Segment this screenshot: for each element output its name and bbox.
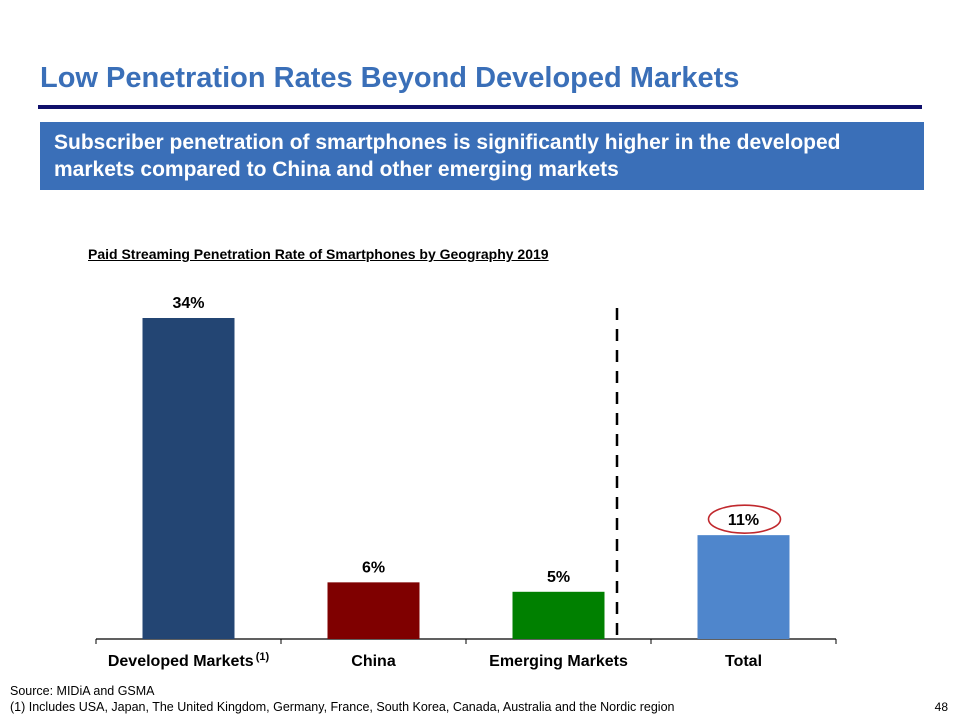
data-label-emerging-markets: 5% [547,569,570,586]
footnote-marker: (1) [256,651,270,663]
highlight-ellipse [707,504,782,534]
x-tick-label-total: Total [725,653,762,670]
x-tick-label-developed-markets: Developed Markets (1) [108,651,270,670]
bar-china [327,582,420,639]
data-label-china: 6% [362,559,385,576]
source-note: Source: MIDiA and GSMA [10,684,155,698]
x-tick-label-china: China [351,653,396,670]
bar-emerging-markets [512,591,605,639]
key-message-callout: Subscriber penetration of smartphones is… [40,122,924,190]
bar-total [697,535,790,639]
bar-developed-markets [142,318,235,639]
data-label-developed-markets: 34% [172,295,204,312]
slide-title: Low Penetration Rates Beyond Developed M… [40,62,740,94]
footnote: (1) Includes USA, Japan, The United King… [10,700,675,714]
page-number: 48 [934,700,948,714]
chart-title: Paid Streaming Penetration Rate of Smart… [88,246,549,262]
x-tick-label-emerging-markets: Emerging Markets [489,653,628,670]
title-underline [38,105,922,109]
data-label-total: 11% [728,512,759,529]
